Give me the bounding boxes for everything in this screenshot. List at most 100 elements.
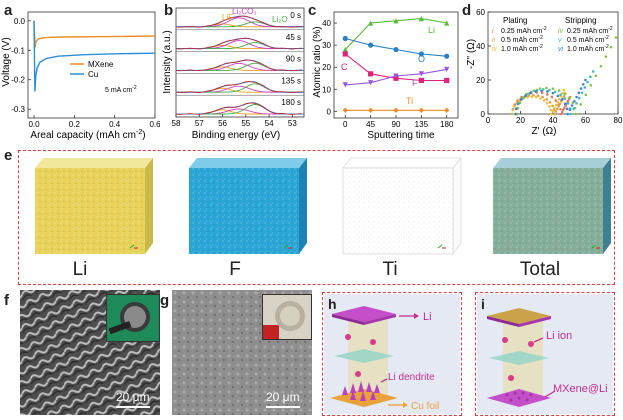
chart-c-plot: 0 45 90 135 180 0 10 20 30 40 xyxy=(322,11,459,129)
nyquist-point-ii xyxy=(548,100,552,104)
chart-c-point-ti xyxy=(418,107,424,113)
chart-c-point-o xyxy=(342,35,348,42)
h-ion-2 xyxy=(370,339,376,345)
chart-c-xtick-label: 90 xyxy=(392,120,401,129)
nyquist-point-i xyxy=(554,99,558,102)
schematic-i-art: Li ion MXene@Li xyxy=(487,308,608,407)
nyquist-point-vi xyxy=(546,90,549,93)
chart-d-xtick-label: 60 xyxy=(581,116,590,125)
nyquist-point-vi xyxy=(529,91,532,95)
legend-id-iii: iii xyxy=(492,46,497,53)
cube-total-top xyxy=(493,158,611,168)
chart-c-point-o xyxy=(393,46,399,53)
nyquist-point-iv xyxy=(538,87,542,90)
nyquist-point-iv xyxy=(594,74,598,78)
nyquist-point-ii xyxy=(551,104,554,108)
chart-b-frame xyxy=(175,7,305,118)
legend-label-cu: Cu xyxy=(88,70,98,79)
nyquist-point-ii xyxy=(558,102,562,106)
nyquist-point-vi xyxy=(556,94,560,98)
chart-a-xtick-label: 0.0 xyxy=(28,120,40,129)
i-top-edge-l xyxy=(487,316,519,327)
cube-total xyxy=(493,158,611,254)
nyquist-point-v xyxy=(583,86,587,89)
chart-a-xtick-label: 0.2 xyxy=(69,120,81,129)
cube-total-side xyxy=(603,158,611,254)
nyquist-point-iv xyxy=(522,96,525,100)
schematic-h-art: Li Li dendrite Cu foil xyxy=(330,306,439,412)
chart-d-xlabel: Z' (Ω) xyxy=(532,126,557,137)
h-dendrite xyxy=(358,381,364,392)
chart-c-point-c xyxy=(418,77,424,84)
chart-c-point-f xyxy=(368,80,374,86)
nyquist-point-iii xyxy=(562,88,566,92)
photo-g-disc-inner xyxy=(280,306,300,326)
nyquist-point-vi xyxy=(575,95,578,99)
legend-id-ii: ii xyxy=(492,37,496,44)
h-label-dendrite: Li dendrite xyxy=(388,372,435,383)
nyquist-point-v xyxy=(589,75,592,79)
h-dendrite xyxy=(350,383,356,393)
nyquist-point-iii xyxy=(557,97,561,101)
nyquist-point-iv xyxy=(614,36,618,39)
nyquist-point-vi xyxy=(516,102,520,106)
h-dendrite xyxy=(350,390,356,400)
h-dendrite xyxy=(370,391,376,400)
nyquist-point-vi xyxy=(551,91,555,95)
scalebar-g xyxy=(266,406,300,408)
i-grid-dot xyxy=(529,393,533,397)
cube-li xyxy=(35,158,153,254)
nyquist-point-ii xyxy=(556,107,559,111)
nyquist-point-i xyxy=(559,112,563,116)
nyquist-point-iii xyxy=(513,105,516,108)
series-label-li: Li xyxy=(428,25,435,35)
chart-c-xtick-label: 180 xyxy=(440,120,454,129)
chart-b-component-li2co3 xyxy=(176,62,304,71)
nyquist-point-iv xyxy=(545,86,548,90)
chart-a-ytick-label: -0.2 xyxy=(11,76,25,85)
nyquist-point-vi xyxy=(540,89,543,93)
chart-c-point-f xyxy=(444,66,450,73)
chart-c-point-ti xyxy=(342,107,348,113)
chart-d-xtick-label: 20 xyxy=(516,116,525,125)
chart-c-ytick-label: 10 xyxy=(322,85,331,94)
nyquist-point-iii xyxy=(548,105,551,108)
legend-title-plating: Plating xyxy=(503,16,527,25)
chart-a-ytick-label: 0.0 xyxy=(14,17,26,26)
triad-total-y xyxy=(591,244,597,249)
h-arrow-dendrite xyxy=(380,378,388,383)
i-grid-dot xyxy=(517,396,521,400)
chart-b-raw xyxy=(175,37,302,50)
panel-i-box xyxy=(475,292,615,416)
panel-label-b: b xyxy=(164,2,174,19)
chart-b-xtick-label: 53 xyxy=(288,119,297,128)
chart-c-point-c xyxy=(368,71,374,77)
chart-b-raw xyxy=(175,102,302,115)
nyquist-point-iii xyxy=(549,108,553,112)
series-label-o: O xyxy=(418,54,425,64)
nyquist-point-iv xyxy=(599,64,603,68)
photo-inset-f xyxy=(106,294,160,342)
chart-b-time-label: 135 s xyxy=(281,76,301,85)
sem-image-g: 20 μm xyxy=(172,290,312,415)
nyquist-point-i xyxy=(562,108,565,112)
i-separator xyxy=(489,351,549,365)
chart-c-point-li xyxy=(418,16,424,22)
series-label-f: F xyxy=(412,78,418,88)
cube-f xyxy=(189,158,307,254)
chart-d-ytick-label: 20 xyxy=(476,76,485,85)
legend-label-i: 0.25 mAh cm-2 xyxy=(501,26,547,35)
chart-c-xtick-label: 45 xyxy=(366,120,375,129)
i-grid-dot xyxy=(521,391,525,395)
chart-d-legend: i 0.25 mAh cm-2 ii 0.5 mAh cm-2 iii 1.0 mAh c… xyxy=(492,26,613,53)
nyquist-point-iii xyxy=(511,108,515,112)
nyquist-point-ii xyxy=(554,110,558,113)
chart-a-plot: 0.0 0.2 0.4 0.6 0.0 -0.1 -0.2 -0.3 xyxy=(11,11,160,129)
chart-d-xtick-label: 0 xyxy=(486,116,491,125)
nyquist-point-ii xyxy=(557,105,560,108)
h-separator xyxy=(334,349,394,363)
chart-b-raw xyxy=(175,59,302,72)
cube-label-total: Total xyxy=(519,259,561,280)
peak-label-li2o: Li₂O xyxy=(272,15,288,24)
nyquist-point-v xyxy=(559,93,562,97)
